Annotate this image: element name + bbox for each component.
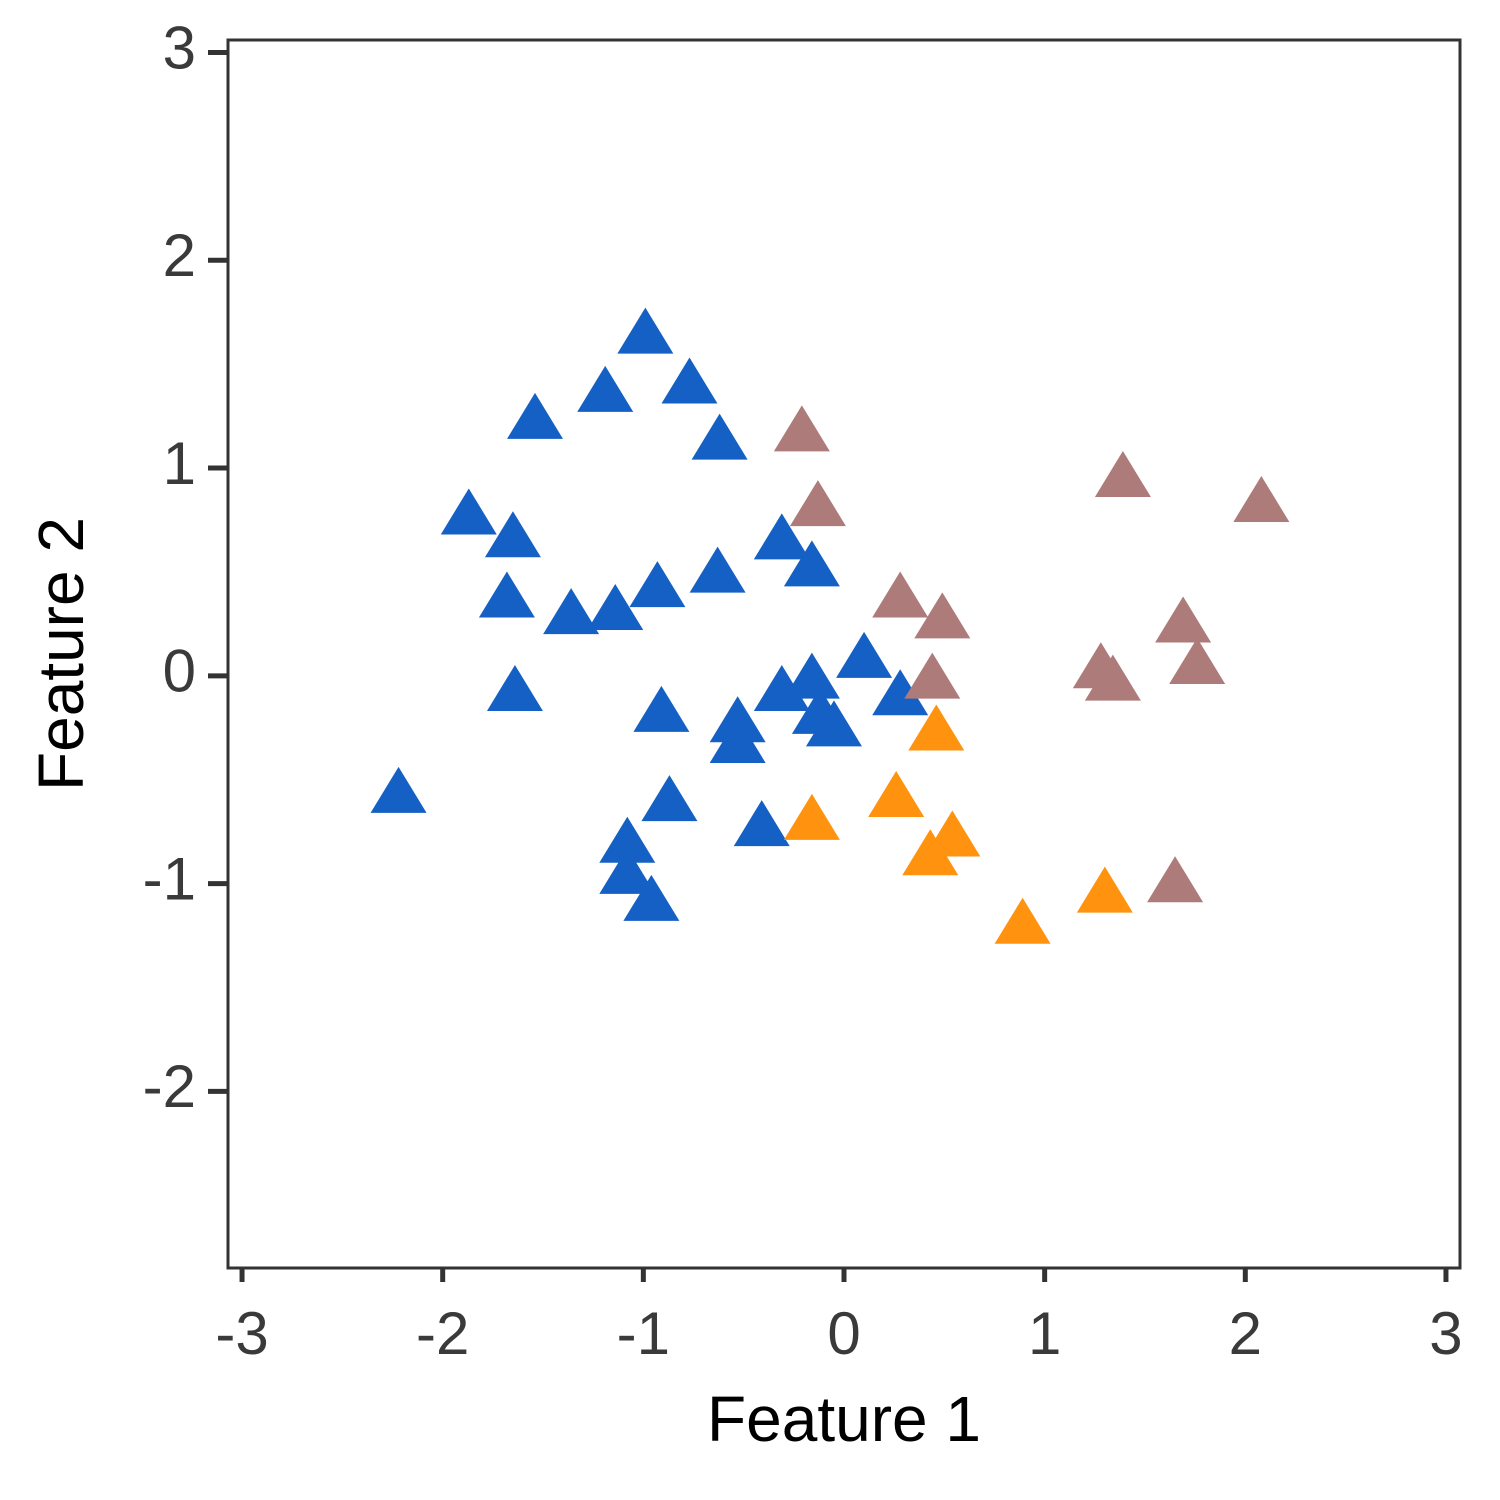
- x-tick-label: 3: [1429, 1300, 1462, 1367]
- x-axis-title: Feature 1: [707, 1383, 981, 1455]
- scatter-point: [783, 540, 840, 587]
- y-tick-label: 0: [163, 638, 196, 705]
- y-tick-label: -1: [143, 845, 196, 912]
- scatter-point: [753, 665, 810, 712]
- scatter-point: [661, 357, 718, 404]
- scatter-point: [773, 405, 830, 452]
- scatter-point: [1094, 451, 1151, 498]
- y-tick-label: 1: [163, 430, 196, 497]
- scatter-point: [872, 669, 929, 716]
- scatter-point: [1233, 475, 1290, 522]
- scatter-point: [836, 631, 893, 678]
- y-tick-label: 3: [163, 14, 196, 81]
- scatter-point: [599, 847, 656, 894]
- scatter-point: [783, 793, 840, 840]
- scatter-point: [617, 307, 674, 354]
- scatter-point: [486, 665, 543, 712]
- scatter-point: [623, 874, 680, 921]
- x-tick-label: 0: [827, 1300, 860, 1367]
- scatter-point: [709, 717, 766, 764]
- scatter-point: [1155, 596, 1212, 643]
- scatter-point: [753, 513, 810, 560]
- x-tick-label: 1: [1028, 1300, 1061, 1367]
- scatter-point: [733, 800, 790, 847]
- scatter-point: [587, 584, 644, 631]
- scatter-point: [370, 766, 427, 813]
- x-tick-label: -3: [215, 1300, 268, 1367]
- scatter-point: [868, 771, 925, 818]
- scatter-point: [506, 392, 563, 439]
- y-tick-label: -2: [143, 1053, 196, 1120]
- scatter-point: [641, 775, 698, 822]
- scatter-point: [629, 561, 686, 608]
- scatter-point: [805, 700, 862, 747]
- scatter-point: [633, 685, 690, 732]
- y-axis-title: Feature 2: [25, 517, 97, 791]
- scatter-point: [904, 652, 961, 699]
- scatter-point: [994, 897, 1051, 944]
- scatter-point: [484, 511, 541, 558]
- scatter-point: [478, 571, 535, 618]
- scatter-point: [872, 571, 929, 618]
- x-tick-label: -1: [617, 1300, 670, 1367]
- scatter-point: [789, 480, 846, 527]
- scatter-point: [1076, 866, 1133, 913]
- scatter-point: [908, 704, 965, 751]
- scatter-point: [902, 829, 959, 876]
- scatter-point: [914, 592, 971, 639]
- scatter-point: [1084, 654, 1141, 701]
- x-tick-label: -2: [416, 1300, 469, 1367]
- scatter-point: [599, 816, 656, 863]
- scatter-point: [1169, 638, 1226, 685]
- plot-frame: [226, 38, 1462, 1270]
- x-tick-label: 2: [1229, 1300, 1262, 1367]
- scatter-point: [783, 652, 840, 699]
- y-tick-label: 2: [163, 222, 196, 289]
- scatter-point: [691, 413, 748, 460]
- scatter-point: [689, 546, 746, 593]
- scatter-point: [1147, 856, 1204, 903]
- scatter-point: [543, 588, 600, 635]
- scatter-point: [577, 365, 634, 412]
- scatter-point: [440, 488, 497, 535]
